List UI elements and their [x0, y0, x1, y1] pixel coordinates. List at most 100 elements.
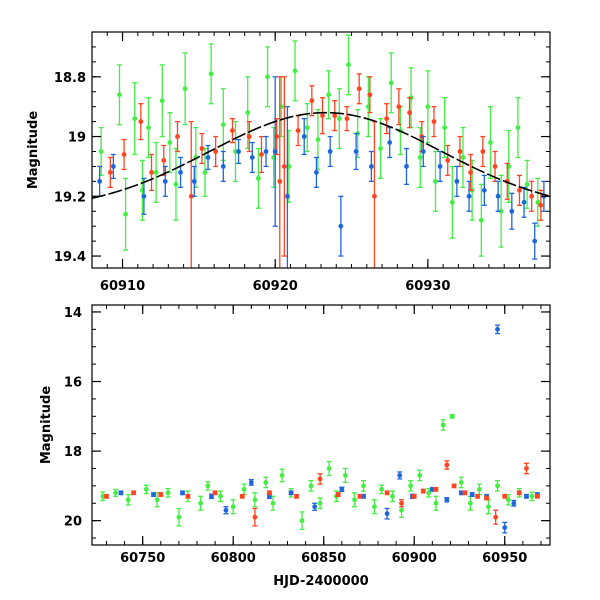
data-point	[173, 181, 179, 187]
data-point	[502, 493, 508, 499]
data-point	[308, 483, 314, 489]
data-point	[478, 217, 484, 223]
data-point	[378, 146, 383, 151]
data-point	[437, 164, 443, 169]
data-point	[357, 493, 363, 499]
top-plot-area	[92, 34, 550, 268]
x-tick-label: 60910	[100, 279, 145, 294]
y-tick-label: 18	[64, 445, 82, 460]
x-tick-label: 60930	[405, 279, 450, 294]
data-point	[449, 199, 455, 205]
data-point	[417, 155, 423, 160]
top-panel: 60910 60920 60930 18.8 19 19.2 19.4 Magnitude	[26, 31, 551, 294]
y-tick-label: 14	[64, 306, 82, 321]
y-tick-label: 19.4	[54, 250, 86, 265]
data-point	[442, 125, 448, 130]
data-point	[454, 178, 460, 184]
x-tick-label: 60750	[120, 551, 165, 566]
data-point	[294, 493, 299, 499]
data-point	[285, 193, 290, 199]
data-point	[326, 92, 332, 98]
data-point	[309, 98, 315, 104]
data-point	[509, 208, 515, 214]
data-point	[379, 486, 385, 492]
data-point	[524, 181, 530, 187]
data-point	[469, 492, 475, 497]
data-point	[301, 134, 307, 139]
data-point	[460, 155, 466, 160]
data-point	[277, 178, 283, 184]
data-point	[178, 170, 183, 175]
data-point	[480, 149, 486, 154]
data-point	[476, 486, 482, 492]
data-point	[312, 504, 318, 510]
bottom-y-axis-label: Magnitude	[39, 386, 54, 465]
data-point	[245, 110, 251, 116]
data-point	[388, 80, 394, 86]
data-point	[185, 493, 191, 499]
series-green	[100, 413, 535, 530]
data-point	[246, 134, 252, 139]
data-point	[535, 199, 541, 205]
y-tick-label: 18.8	[54, 71, 86, 86]
bottom-plot-frame	[91, 304, 551, 546]
bottom-panel: 60750 60800 60850 60900 60950 14 16 18 20 Magnit…	[39, 304, 551, 589]
data-point	[326, 466, 332, 471]
y-tick-label: 16	[64, 376, 82, 391]
data-point	[344, 116, 350, 122]
data-point	[205, 483, 211, 489]
data-point	[162, 178, 168, 184]
x-tick-label: 60920	[253, 279, 298, 294]
data-point	[529, 493, 535, 499]
data-point	[299, 518, 305, 524]
data-point	[457, 149, 463, 154]
data-point	[159, 98, 165, 104]
data-point	[399, 507, 404, 513]
top-y-axis-label: Magnitude	[26, 111, 41, 190]
data-point	[117, 92, 122, 98]
data-point	[220, 122, 226, 128]
data-point	[212, 490, 218, 496]
y-tick-label: 19	[68, 131, 86, 146]
data-point	[220, 164, 226, 169]
data-point	[336, 116, 342, 122]
data-point	[132, 116, 138, 122]
data-point	[384, 490, 390, 496]
data-point	[343, 473, 348, 478]
series-red	[103, 460, 540, 527]
data-point	[502, 525, 508, 531]
series-blue	[97, 76, 547, 268]
model-curve	[92, 111, 550, 200]
data-point	[143, 486, 149, 492]
data-point	[188, 193, 194, 199]
data-point	[462, 490, 468, 496]
data-point	[433, 178, 438, 184]
data-point	[420, 149, 426, 154]
data-point	[281, 164, 287, 169]
data-point	[498, 208, 504, 214]
data-point	[236, 149, 241, 154]
data-point	[113, 490, 118, 496]
data-point	[367, 92, 373, 98]
data-point	[431, 119, 437, 125]
data-point	[320, 113, 325, 119]
data-point	[346, 62, 351, 68]
data-point	[118, 490, 124, 496]
data-point	[279, 473, 285, 478]
data-point	[208, 71, 214, 77]
data-point	[218, 493, 223, 499]
x-tick-label: 60850	[301, 551, 346, 566]
data-point	[352, 497, 357, 503]
data-point	[440, 422, 446, 428]
data-point	[475, 493, 480, 499]
data-point	[449, 413, 455, 419]
data-point	[199, 146, 205, 151]
data-point	[175, 134, 180, 139]
data-point	[263, 479, 269, 485]
data-point	[353, 149, 359, 154]
data-point	[532, 238, 538, 244]
data-point	[304, 125, 310, 130]
data-point	[267, 490, 272, 496]
data-point	[230, 504, 236, 510]
